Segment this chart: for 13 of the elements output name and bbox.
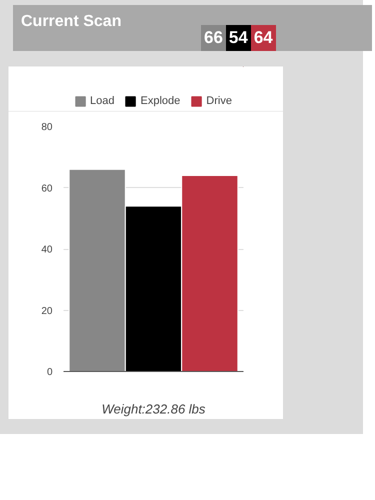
legend-label: Explode (140, 95, 180, 107)
y-tick-label: 60 (41, 183, 53, 194)
text: 64 (250, 25, 276, 52)
chart-title: Current Scan (21, 12, 122, 32)
x-axis-title: Weight:232.86 lbs (102, 402, 206, 416)
y-tick-label: 0 (46, 367, 53, 378)
y-tick-label: 80 (41, 122, 53, 133)
legend-label: Drive (206, 95, 232, 107)
text: 66 (201, 25, 226, 52)
text: 54 (226, 25, 251, 52)
y-tick-label: 20 (41, 306, 53, 317)
y-tick-label: 40 (41, 244, 53, 256)
legend-label: Load (90, 95, 115, 107)
